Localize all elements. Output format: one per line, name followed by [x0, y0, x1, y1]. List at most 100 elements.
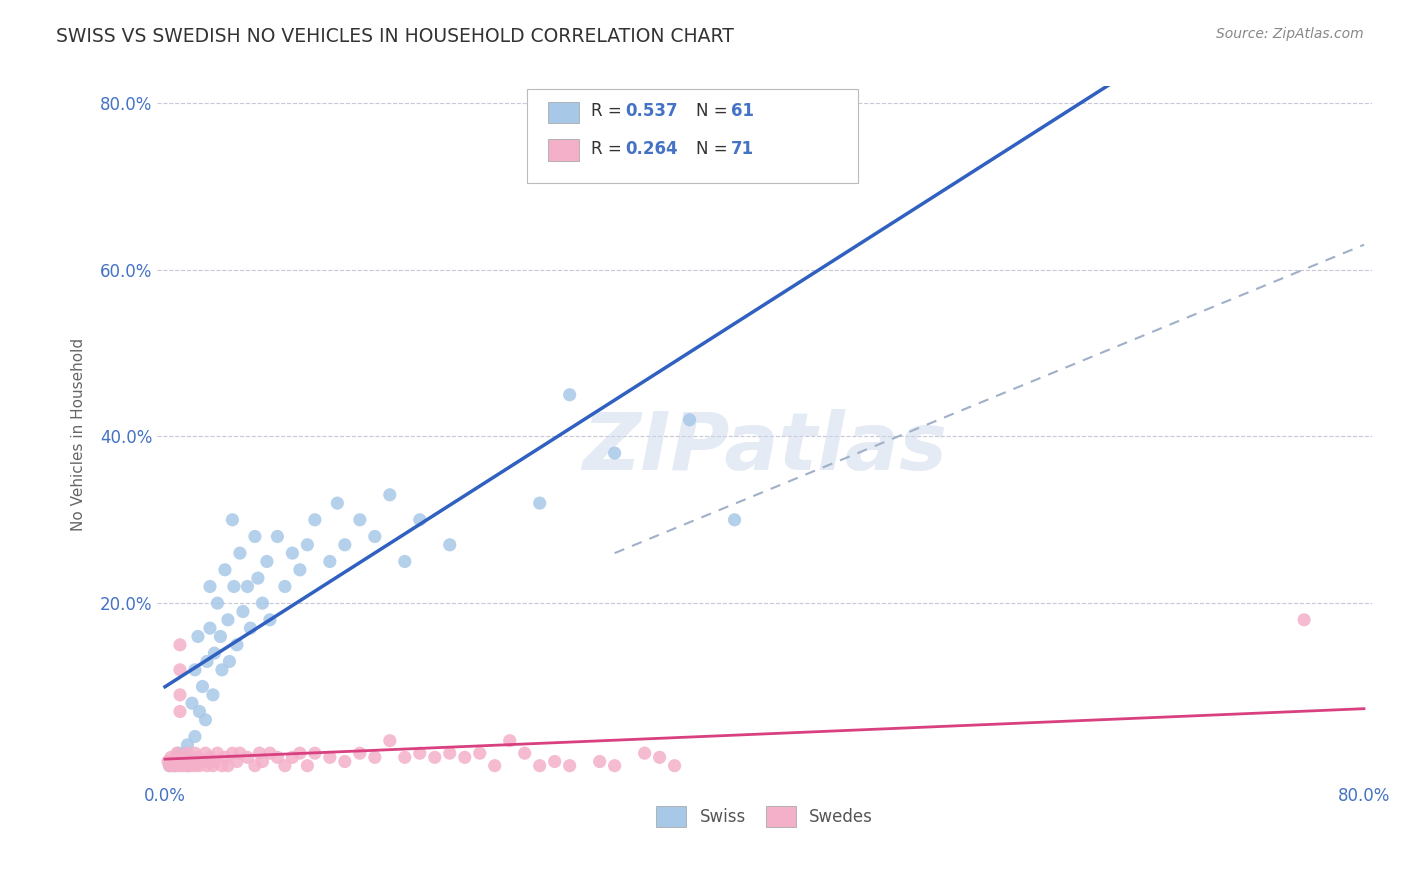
Text: N =: N =: [696, 140, 733, 158]
Point: [188, 758, 211, 772]
Point: [188, 705, 211, 719]
Text: SWISS VS SWEDISH NO VEHICLES IN HOUSEHOLD CORRELATION CHART: SWISS VS SWEDISH NO VEHICLES IN HOUSEHOL…: [56, 27, 734, 45]
Point: [221, 513, 243, 527]
Point: [156, 755, 179, 769]
Point: [333, 538, 356, 552]
Point: [181, 696, 204, 710]
Point: [513, 746, 536, 760]
Point: [198, 579, 221, 593]
Point: [176, 738, 198, 752]
Point: [243, 758, 266, 772]
Point: [409, 746, 432, 760]
Text: 61: 61: [731, 103, 754, 120]
Point: [239, 621, 262, 635]
Point: [409, 513, 432, 527]
Point: [468, 746, 491, 760]
Point: [266, 750, 288, 764]
Point: [529, 758, 551, 772]
Point: [678, 413, 700, 427]
Point: [266, 529, 288, 543]
Point: [364, 529, 387, 543]
Point: [204, 755, 226, 769]
Point: [281, 546, 304, 560]
Point: [246, 571, 269, 585]
Point: [169, 755, 191, 769]
Point: [194, 746, 217, 760]
Point: [319, 554, 342, 568]
Point: [349, 513, 371, 527]
Point: [333, 755, 356, 769]
Point: [218, 655, 240, 669]
Point: [181, 755, 204, 769]
Point: [187, 630, 209, 644]
Point: [194, 713, 217, 727]
Point: [165, 758, 187, 772]
Y-axis label: No Vehicles in Household: No Vehicles in Household: [72, 338, 86, 531]
Point: [162, 755, 184, 769]
Point: [184, 730, 207, 744]
Point: [187, 750, 209, 764]
Point: [163, 755, 186, 769]
Point: [288, 563, 311, 577]
Point: [217, 758, 239, 772]
Point: [173, 746, 195, 760]
Point: [169, 750, 191, 764]
Point: [176, 758, 198, 772]
Point: [723, 513, 745, 527]
Point: [191, 755, 214, 769]
Point: [304, 513, 326, 527]
Point: [166, 746, 188, 760]
Point: [173, 755, 195, 769]
Point: [167, 746, 190, 760]
Text: 0.264: 0.264: [626, 140, 678, 158]
Point: [588, 755, 610, 769]
Point: [236, 750, 259, 764]
Point: [256, 554, 278, 568]
Text: N =: N =: [696, 103, 733, 120]
Point: [288, 746, 311, 760]
Point: [211, 663, 233, 677]
Point: [160, 750, 183, 764]
Point: [364, 750, 387, 764]
Point: [195, 655, 218, 669]
Point: [243, 529, 266, 543]
Point: [349, 746, 371, 760]
Text: ZIPatlas: ZIPatlas: [582, 409, 948, 487]
Point: [633, 746, 655, 760]
Point: [281, 750, 304, 764]
Point: [378, 733, 401, 747]
Point: [184, 758, 207, 772]
Point: [207, 746, 229, 760]
Point: [167, 755, 190, 769]
Point: [648, 750, 671, 764]
Point: [326, 496, 349, 510]
Point: [252, 596, 274, 610]
Text: 0.537: 0.537: [626, 103, 678, 120]
Point: [226, 638, 249, 652]
Point: [169, 663, 191, 677]
Text: 71: 71: [731, 140, 754, 158]
Point: [214, 750, 236, 764]
Text: R =: R =: [591, 103, 627, 120]
Point: [201, 758, 224, 772]
Point: [439, 746, 461, 760]
Point: [176, 746, 198, 760]
Point: [229, 746, 252, 760]
Point: [558, 758, 581, 772]
Point: [211, 758, 233, 772]
Point: [544, 755, 567, 769]
Point: [274, 758, 297, 772]
Point: [226, 755, 249, 769]
Point: [169, 758, 191, 772]
Point: [484, 758, 506, 772]
Point: [209, 630, 232, 644]
Point: [394, 750, 416, 764]
Text: R =: R =: [591, 140, 627, 158]
Point: [201, 688, 224, 702]
Point: [221, 746, 243, 760]
Point: [169, 705, 191, 719]
Point: [236, 579, 259, 593]
Point: [454, 750, 477, 764]
Point: [166, 750, 188, 764]
Point: [297, 538, 319, 552]
